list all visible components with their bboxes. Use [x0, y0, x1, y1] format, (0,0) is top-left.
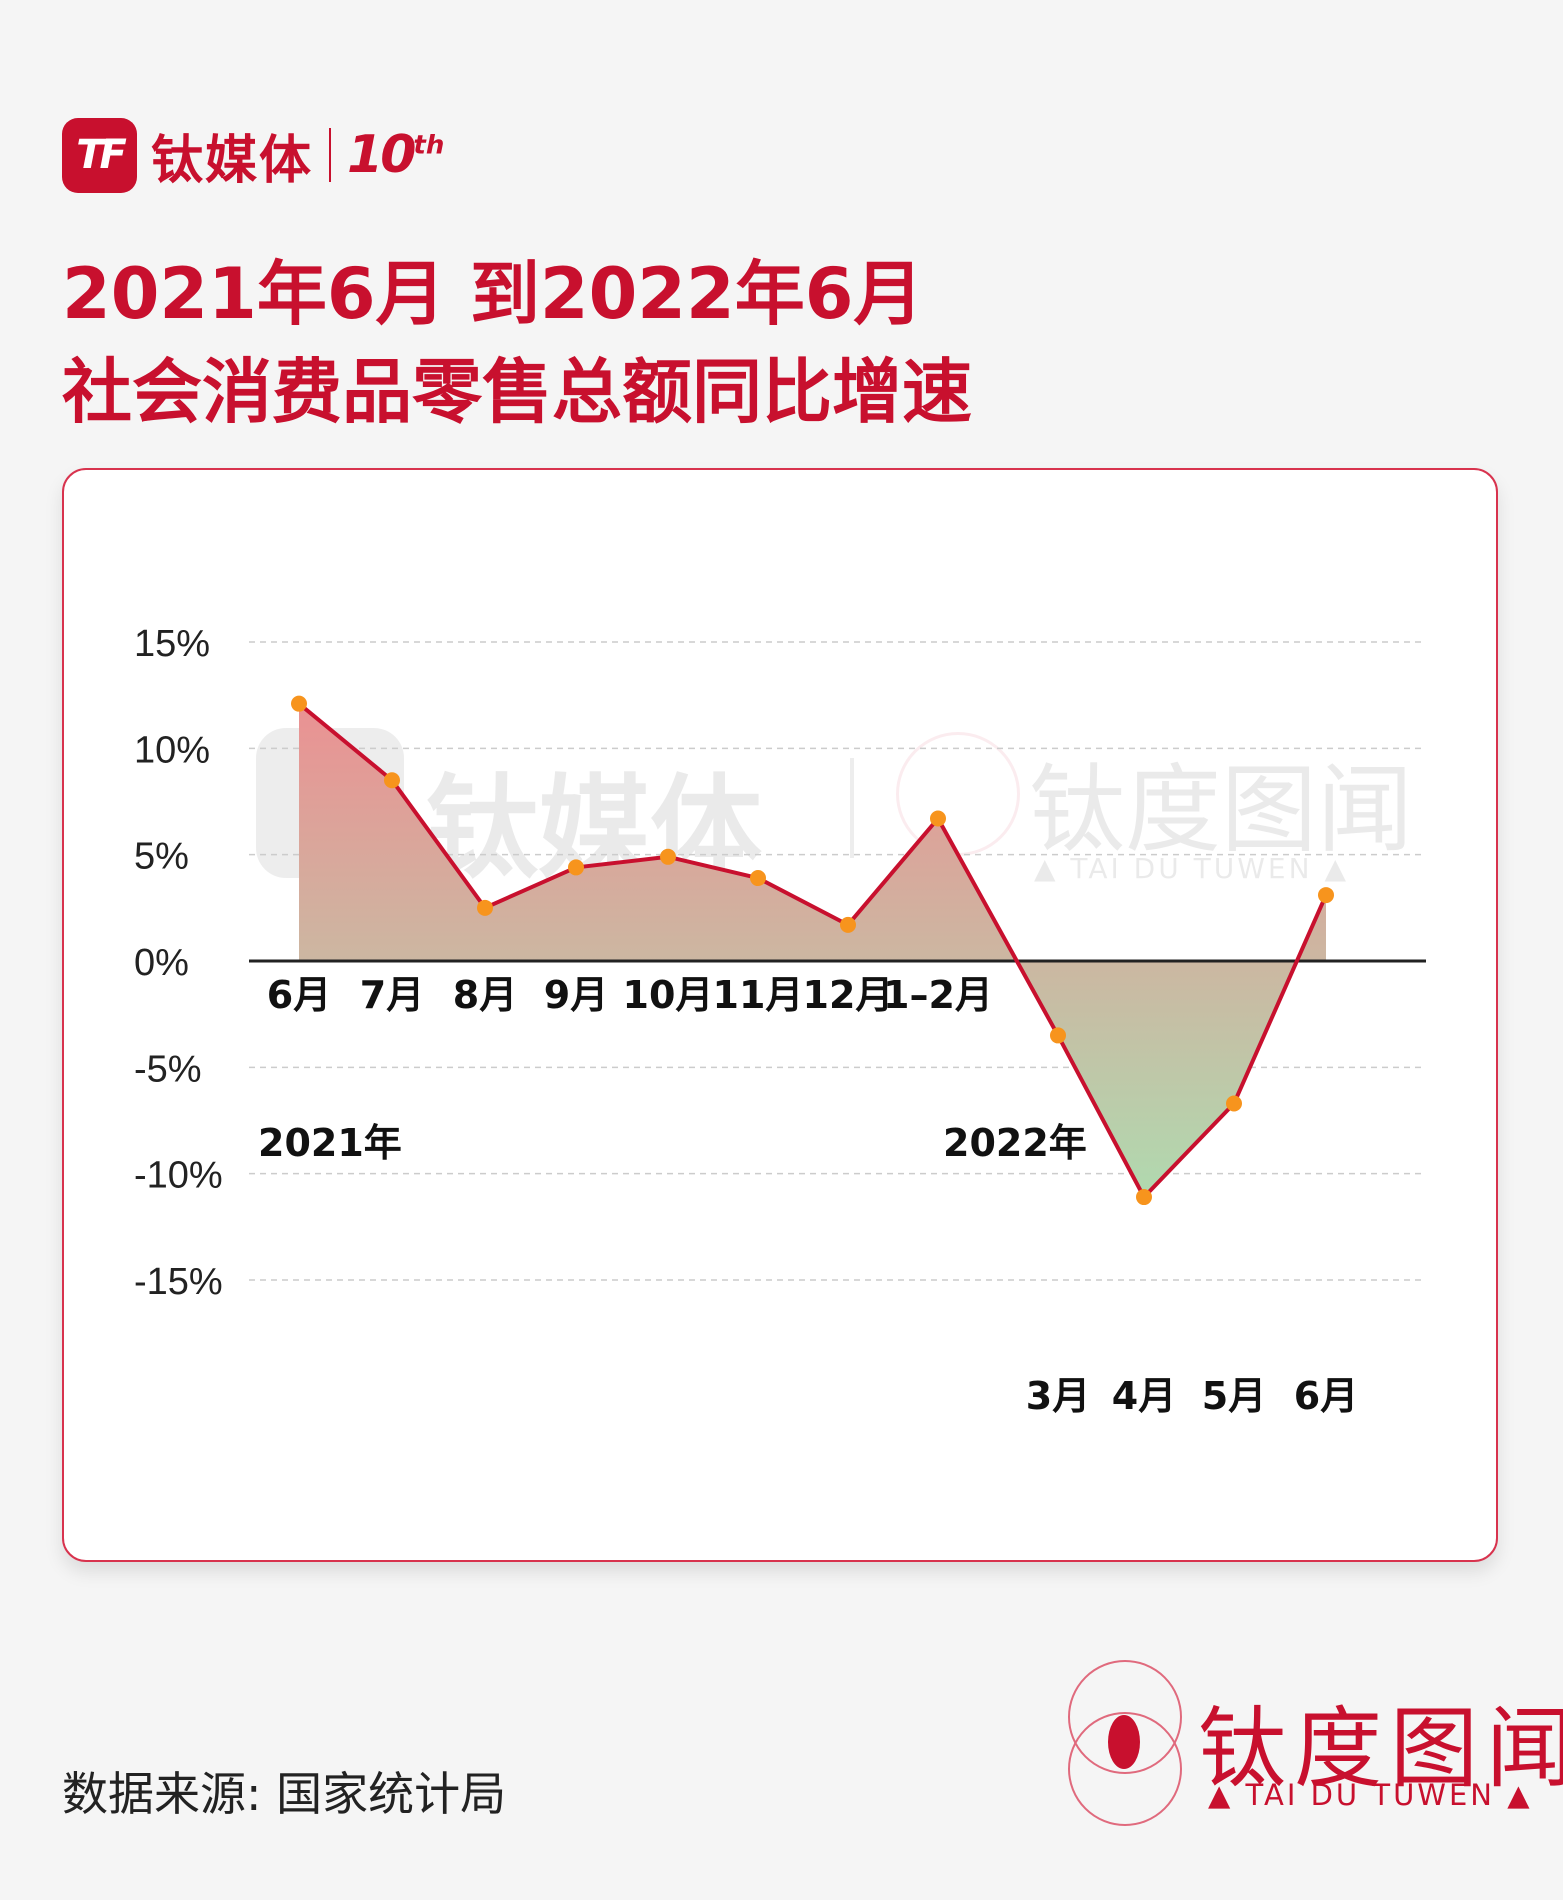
watermark-divider — [850, 758, 854, 858]
x-tick-label: 3月 — [1026, 1374, 1090, 1418]
data-point — [1318, 887, 1334, 904]
data-point — [568, 859, 584, 876]
data-point — [477, 899, 493, 916]
y-tick-label: -10% — [134, 1155, 223, 1197]
x-tick-label: 9月 — [544, 973, 608, 1017]
data-point — [1050, 1027, 1066, 1044]
watermark-brand2-name: 钛度图闻 — [1029, 754, 1413, 866]
x-tick-label: 7月 — [360, 973, 424, 1017]
line-area-chart: 15% 10% 5% 0% -5% -10% -15% 6月 7月 8月 9月 10月 11月 12月1… — [134, 623, 1426, 1418]
anniversary-badge: 10th — [347, 125, 444, 185]
logo-eye-icon — [1108, 1715, 1140, 1769]
data-point — [384, 772, 400, 789]
page-title: 2021年6月 到2022年6月 社会消费品零售总额同比增速 — [62, 245, 972, 441]
taidu-logo: 钛度图闻 ▲ TAI DU TUWEN ▲ — [1068, 1660, 1563, 1826]
logo-name: 钛度图闻 — [1198, 1697, 1563, 1800]
data-point — [930, 810, 946, 827]
watermark-brand2-sub: ▲ TAI DU TUWEN ▲ — [1034, 852, 1349, 885]
y-tick-label: 5% — [134, 836, 189, 878]
brand-name: 钛媒体 — [151, 130, 314, 191]
x-tick-label: 8月 — [453, 973, 517, 1017]
chart-area-fill — [299, 703, 1326, 1198]
brand-mark-icon: TF — [62, 117, 137, 193]
logo-subtitle: ▲ TAI DU TUWEN ▲ — [1208, 1778, 1533, 1812]
x-tick-label: 6月 — [267, 973, 331, 1017]
logo-ring-icon — [1068, 1712, 1182, 1826]
y-tick-label: 0% — [134, 942, 189, 984]
x-tick-label: 12月 — [803, 973, 894, 1017]
year-label: 2022年 — [943, 1121, 1087, 1165]
anniversary-suffix: th — [413, 130, 445, 161]
y-tick-label: -15% — [134, 1261, 223, 1303]
data-point — [1136, 1189, 1152, 1206]
data-point — [1226, 1095, 1242, 1112]
anniversary-number: 10 — [347, 125, 416, 185]
brand-divider — [329, 128, 332, 182]
x-tick-label: 1–2月 — [883, 973, 993, 1017]
x-tick-label: 10月 — [623, 973, 714, 1017]
x-tick-label: 4月 — [1112, 1374, 1176, 1418]
chart-card: 钛媒体 钛度图闻 ▲ TAI DU TUWEN ▲ 15% 10% 5% 0% -5% -… — [62, 468, 1498, 1562]
x-tick-label: 6月 — [1294, 1374, 1358, 1418]
y-tick-label: 10% — [134, 729, 210, 771]
data-point — [291, 695, 307, 712]
title-line-1: 2021年6月 到2022年6月 — [62, 253, 924, 335]
data-source: 数据来源: 国家统计局 — [62, 1767, 507, 1821]
data-point — [660, 848, 676, 865]
y-tick-label: -5% — [134, 1048, 202, 1090]
brand-logo: TF 钛媒体 10th — [62, 115, 444, 195]
data-point — [840, 916, 856, 933]
title-line-2: 社会消费品零售总额同比增速 — [62, 351, 972, 433]
x-tick-label: 11月 — [713, 973, 804, 1017]
year-label: 2021年 — [258, 1121, 402, 1165]
data-point — [750, 870, 766, 887]
x-tick-label: 5月 — [1202, 1374, 1266, 1418]
series-line — [297, 702, 1328, 1200]
y-tick-label: 15% — [134, 623, 210, 665]
